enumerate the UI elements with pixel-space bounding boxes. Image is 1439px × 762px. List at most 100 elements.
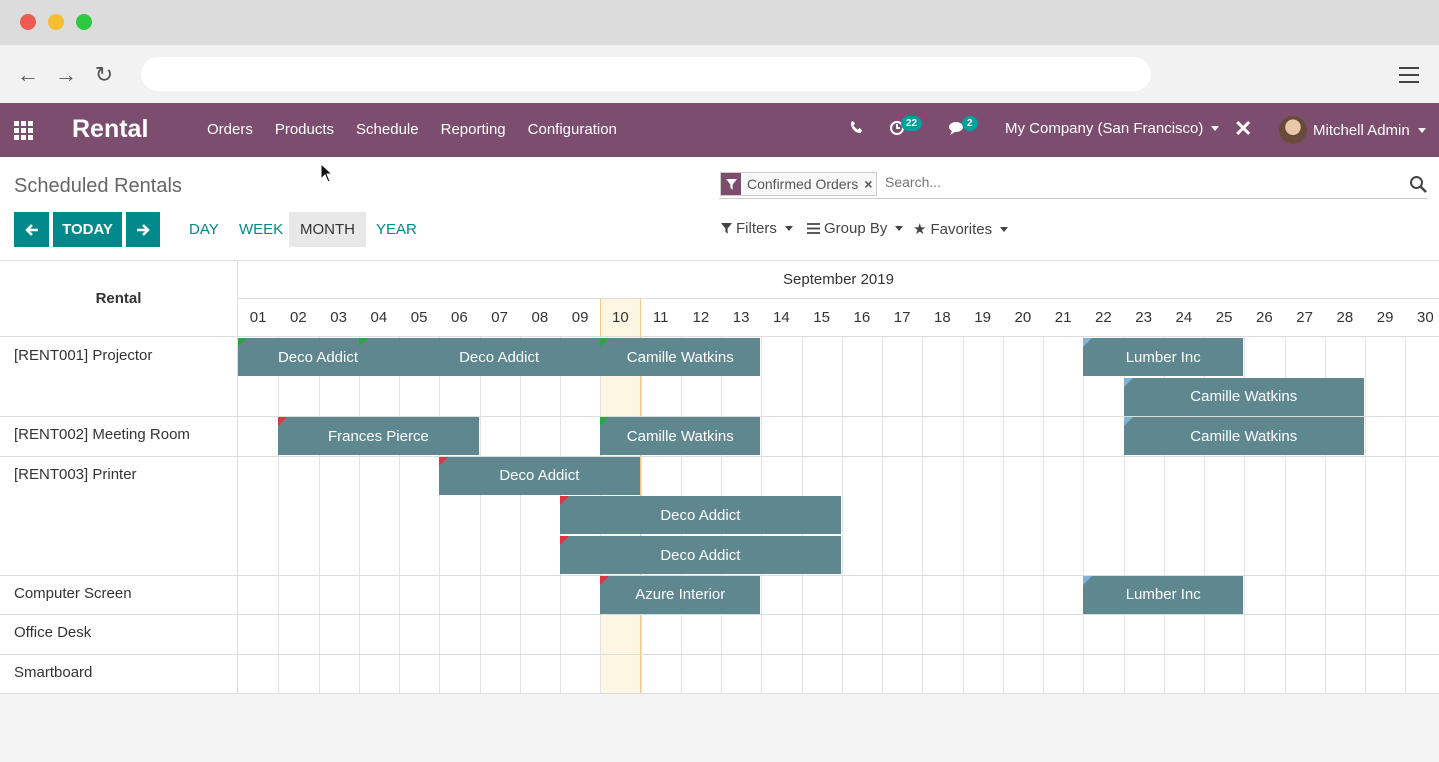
previous-button[interactable] — [14, 212, 49, 247]
gantt-empty-area — [0, 693, 1439, 762]
pill-label: Camille Watkins — [626, 348, 734, 366]
gantt-row-label[interactable]: Smartboard — [0, 653, 238, 694]
list-icon — [807, 223, 820, 234]
close-window-button[interactable] — [20, 14, 36, 30]
filters-dropdown[interactable]: Filters — [721, 220, 793, 237]
scale-year-button[interactable]: YEAR — [376, 221, 417, 238]
browser-window-frame: ← → ↻ — [0, 0, 1439, 103]
activities-menu[interactable]: 22 — [889, 115, 923, 136]
gantt-row-header: Rental — [0, 261, 238, 337]
rental-pill[interactable]: Lumber Inc — [1083, 575, 1244, 614]
grid-line — [882, 337, 883, 694]
grid-line — [1284, 337, 1286, 694]
gantt-day-header: 07 — [479, 299, 520, 337]
main-navbar: Rental Orders Products Schedule Reportin… — [0, 103, 1439, 157]
menu-item-orders[interactable]: Orders — [207, 121, 253, 138]
grid-line — [318, 337, 320, 694]
search-input[interactable] — [885, 174, 1385, 190]
grid-line — [1002, 337, 1004, 694]
menu-item-reporting[interactable]: Reporting — [440, 121, 506, 138]
next-button[interactable] — [126, 212, 160, 247]
group-by-label: Group By — [824, 220, 888, 237]
app-grid-icon[interactable] — [14, 121, 34, 140]
grid-line — [439, 337, 441, 694]
menu-item-schedule[interactable]: Schedule — [356, 121, 419, 138]
group-by-dropdown[interactable]: Group By — [807, 220, 904, 237]
app-brand[interactable]: Rental — [72, 115, 149, 143]
rental-pill[interactable]: Deco Addict — [560, 536, 841, 574]
reload-icon[interactable]: ↻ — [94, 62, 114, 87]
rental-pill[interactable]: Deco Addict — [358, 338, 640, 376]
pill-label: Lumber Inc — [1125, 586, 1201, 604]
gantt-day-header: 12 — [680, 299, 722, 337]
scale-month-button[interactable]: MONTH — [289, 212, 366, 247]
gantt-day-header: 24 — [1163, 299, 1205, 337]
status-indicator — [358, 338, 368, 347]
gantt-day-header: 16 — [841, 299, 883, 337]
rental-pill[interactable]: Camille Watkins — [600, 338, 761, 376]
grid-line — [399, 337, 400, 694]
gantt-row-label[interactable]: Computer Screen — [0, 574, 238, 615]
remove-facet-icon[interactable]: × — [864, 173, 877, 195]
chevron-down-icon — [1417, 127, 1426, 133]
status-indicator — [600, 338, 610, 347]
gantt-row-label[interactable]: Office Desk — [0, 614, 238, 654]
company-name: My Company (San Francisco) — [1005, 120, 1204, 137]
phone-icon[interactable] — [850, 120, 864, 134]
maximize-window-button[interactable] — [76, 14, 92, 30]
minimize-window-button[interactable] — [48, 14, 64, 30]
rental-pill[interactable]: Frances Pierce — [278, 417, 479, 456]
rental-pill[interactable]: Camille Watkins — [1123, 377, 1364, 416]
rental-pill[interactable]: Camille Watkins — [1123, 417, 1364, 456]
browser-titlebar — [0, 0, 1439, 45]
close-icon[interactable]: ✕ — [1234, 116, 1253, 141]
status-indicator — [1123, 377, 1133, 387]
menu-item-configuration[interactable]: Configuration — [527, 121, 617, 138]
row-divider — [0, 614, 1439, 616]
gantt-day-header: 19 — [962, 299, 1003, 337]
gantt-day-header: 26 — [1244, 299, 1285, 337]
gantt-day-header: 13 — [721, 299, 762, 337]
scale-week-button[interactable]: WEEK — [239, 221, 284, 238]
gantt-day-header: 22 — [1083, 299, 1124, 337]
rental-pill[interactable]: Deco Addict — [560, 496, 841, 535]
grid-line — [519, 337, 521, 694]
gantt-day-header: 28 — [1324, 299, 1366, 337]
chat-icon — [949, 122, 963, 135]
back-arrow-icon[interactable]: ← — [17, 62, 39, 87]
grid-line — [1083, 337, 1085, 694]
scale-day-button[interactable]: DAY — [189, 221, 219, 238]
user-menu[interactable]: Mitchell Admin — [1279, 116, 1426, 144]
row-divider — [0, 574, 1439, 576]
gantt-day-header: 11 — [640, 299, 681, 337]
messages-menu[interactable]: 2 — [948, 115, 978, 136]
chevron-down-icon — [784, 226, 793, 231]
rental-pill[interactable]: Camille Watkins — [600, 417, 761, 456]
gantt-row-label[interactable]: [RENT003] Printer — [0, 455, 238, 575]
user-name: Mitchell Admin — [1313, 121, 1410, 139]
company-switcher[interactable]: My Company (San Francisco) — [1005, 120, 1220, 137]
gantt-day-header: 01 — [238, 299, 279, 337]
grid-line — [1365, 337, 1366, 694]
gantt-row-label[interactable]: [RENT001] Projector — [0, 337, 238, 417]
status-indicator — [439, 456, 449, 466]
arrow-right-icon — [137, 223, 150, 236]
menu-item-products[interactable]: Products — [274, 121, 335, 138]
favorites-dropdown[interactable]: ★ Favorites — [913, 220, 1009, 238]
rental-pill[interactable]: Lumber Inc — [1083, 338, 1244, 376]
search-bar: Confirmed Orders × — [719, 171, 1427, 199]
rental-pill[interactable]: Azure Interior — [600, 575, 761, 614]
forward-arrow-icon[interactable]: → — [55, 62, 77, 87]
grid-line — [358, 337, 360, 694]
gantt-row-label[interactable]: [RENT002] Meeting Room — [0, 416, 238, 456]
address-bar[interactable] — [141, 57, 1151, 91]
search-icon[interactable] — [1409, 175, 1427, 193]
search-facet: Confirmed Orders × — [720, 172, 878, 196]
browser-menu-icon[interactable] — [1399, 67, 1419, 88]
pill-label: Camille Watkins — [1190, 427, 1298, 445]
rental-pill[interactable]: Deco Addict — [439, 456, 640, 495]
gantt-day-header: 06 — [439, 299, 480, 337]
grid-line — [1405, 337, 1407, 694]
today-button[interactable]: TODAY — [53, 212, 122, 247]
row-divider — [0, 455, 1439, 457]
